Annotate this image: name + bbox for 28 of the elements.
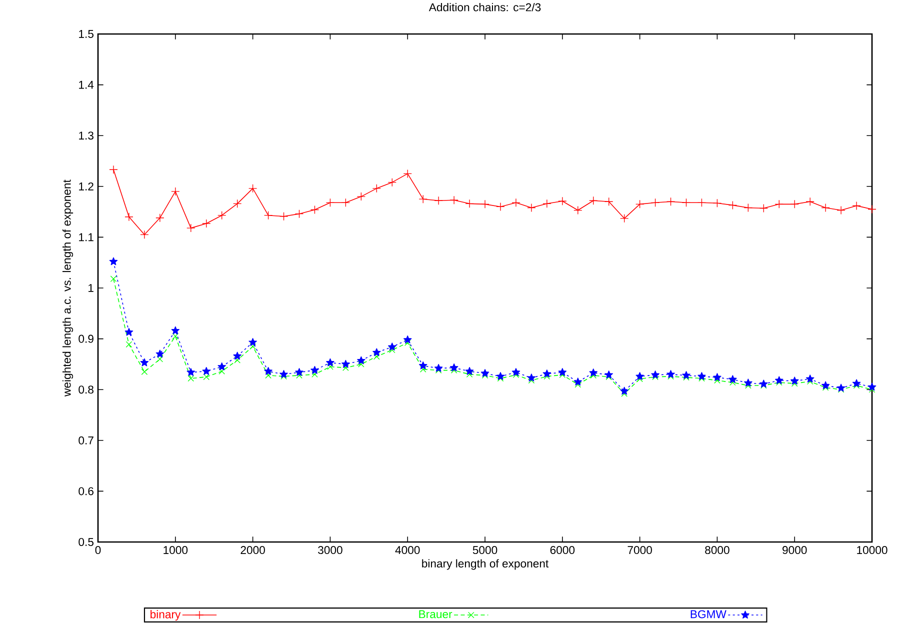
legend-label: binary <box>150 610 181 621</box>
x-tick-label: 9000 <box>782 546 807 554</box>
legend-label: BGMW <box>690 610 726 618</box>
x-tick-label: 2000 <box>240 546 265 554</box>
x-tick-label: 10000 <box>857 546 888 554</box>
x-axis-title: binary length of exponent <box>422 559 549 570</box>
y-tick-label: 0.7 <box>78 436 94 444</box>
y-tick-label: 1.3 <box>79 132 94 140</box>
x-tick-label: 1000 <box>164 546 188 554</box>
x-tick-label: 7000 <box>628 546 652 554</box>
x-tick-label: 4000 <box>395 546 420 554</box>
y-tick-label: 0.6 <box>78 487 94 496</box>
chart-title: Addition chains: c=2/3 <box>428 2 541 12</box>
x-tick-label: 0 <box>95 546 101 554</box>
x-tick-label: 6000 <box>550 546 575 554</box>
y-tick-label: 1.1 <box>79 233 94 242</box>
y-axis-title: weighted length a.c. vs. length of exponent <box>62 180 74 396</box>
y-tick-label: 0.8 <box>78 386 94 394</box>
x-tick-label: 3000 <box>318 546 342 554</box>
y-tick-label: 0.9 <box>78 334 94 343</box>
y-tick-label: 1.2 <box>79 182 94 190</box>
y-tick-label: 1.5 <box>79 30 94 38</box>
y-tick-label: 0.5 <box>78 538 94 546</box>
x-tick-label: 8000 <box>705 546 730 554</box>
y-tick-label: 1.4 <box>79 80 94 89</box>
y-tick-label: 1 <box>88 284 94 292</box>
legend-label: Brauer <box>419 610 452 618</box>
x-tick-label: 5000 <box>472 546 498 554</box>
